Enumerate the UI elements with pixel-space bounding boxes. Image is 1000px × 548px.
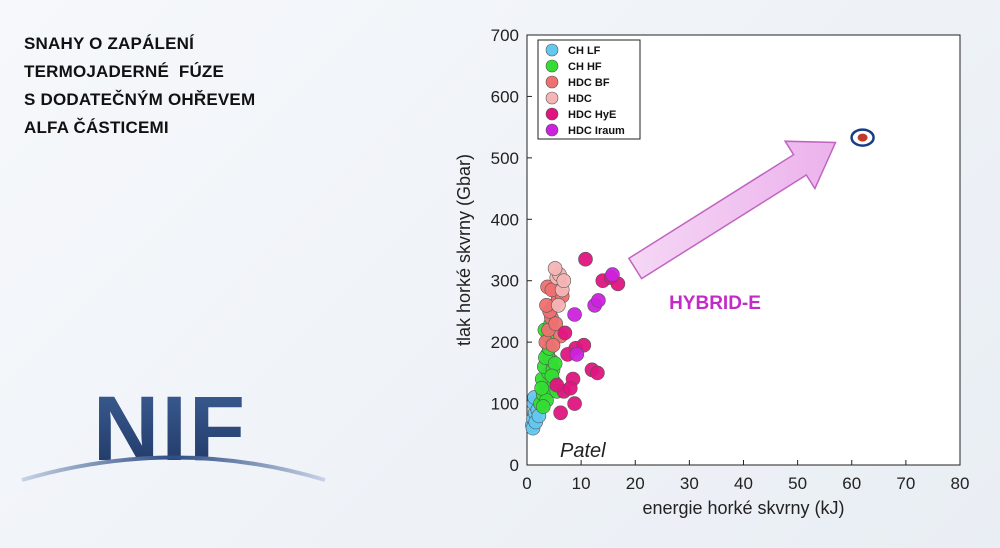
legend-marker-hdc-iraum [545,123,559,137]
x-axis-label: energie horké skvrny (kJ) [642,498,844,518]
point-ch-hf [535,399,551,414]
point-ch-hf [534,380,549,396]
x-tick-label: 10 [572,474,591,493]
y-axis-label: tlak horké skvrny (Gbar) [454,154,474,346]
x-tick-label: 70 [896,474,915,493]
point-hdc-iraum [605,267,620,282]
y-tick-label: 600 [491,87,519,106]
legend-label-hdc-hye: HDC HyE [568,109,616,121]
point-hdc-hye [567,396,582,411]
x-tick-label: 30 [680,474,699,493]
y-tick-label: 300 [491,272,519,291]
legend-label-hdc-bf: HDC BF [568,77,610,89]
nif-logo: NIF [21,380,326,482]
legend-label-hdc-iraum: HDC Iraum [568,125,625,137]
point-hdc-bf [545,337,561,353]
point-hdc-hye [578,251,593,267]
y-tick-label: 400 [491,210,519,229]
point-hdc-hye [553,405,568,421]
hybrid-e-label: HYBRID-E [669,293,761,314]
title-line: S DODATEČNÝM OHŘEVEM [24,90,256,109]
legend-label-ch-lf: CH LF [568,45,601,57]
legend-marker-ch-lf [545,43,559,57]
y-tick-label: 200 [491,333,519,352]
point-hdc-iraum [569,347,585,362]
point-hdc [551,297,566,313]
point-hdc [547,261,563,276]
legend-marker-ch-hf [545,59,559,73]
point-hdc [556,273,572,289]
highlight-point [857,133,868,142]
y-tick-label: 500 [491,149,519,168]
legend-marker-hdc [545,91,559,105]
y-tick-label: 100 [491,395,519,414]
point-hdc-hye [562,380,578,396]
x-tick-label: 60 [842,474,861,493]
legend-marker-hdc-bf [545,75,559,89]
author-label: Patel [560,440,606,462]
legend-label-ch-hf: CH HF [568,61,602,73]
title-line: TERMOJADERNÉ FÚZE [24,62,225,81]
legend-marker-hdc-hye [545,107,559,121]
point-hdc-hye [557,325,573,341]
x-tick-label: 0 [522,474,531,493]
hybrid-e-arrow [627,140,837,280]
title-line: SNAHY O ZAPÁLENÍ [24,34,195,53]
point-hdc-hye [590,365,605,381]
logo-text: NIF [93,380,247,480]
point-hdc-iraum [591,293,606,308]
x-tick-label: 50 [788,474,807,493]
point-hdc-iraum [567,307,582,322]
point-hdc-hye [549,377,565,393]
y-tick-label: 700 [491,26,519,45]
x-tick-label: 80 [951,474,970,493]
slide-title: SNAHY O ZAPÁLENÍ TERMOJADERNÉ FÚZE S DOD… [24,30,255,142]
legend-box [537,39,641,140]
y-tick-label: 0 [510,456,519,475]
point-ch-hf [547,356,563,371]
legend-label-hdc: HDC [568,93,592,105]
x-tick-label: 40 [734,474,753,493]
title-line: ALFA ČÁSTICEMI [24,118,169,137]
x-tick-label: 20 [626,474,645,493]
point-hdc-bf [548,316,564,332]
